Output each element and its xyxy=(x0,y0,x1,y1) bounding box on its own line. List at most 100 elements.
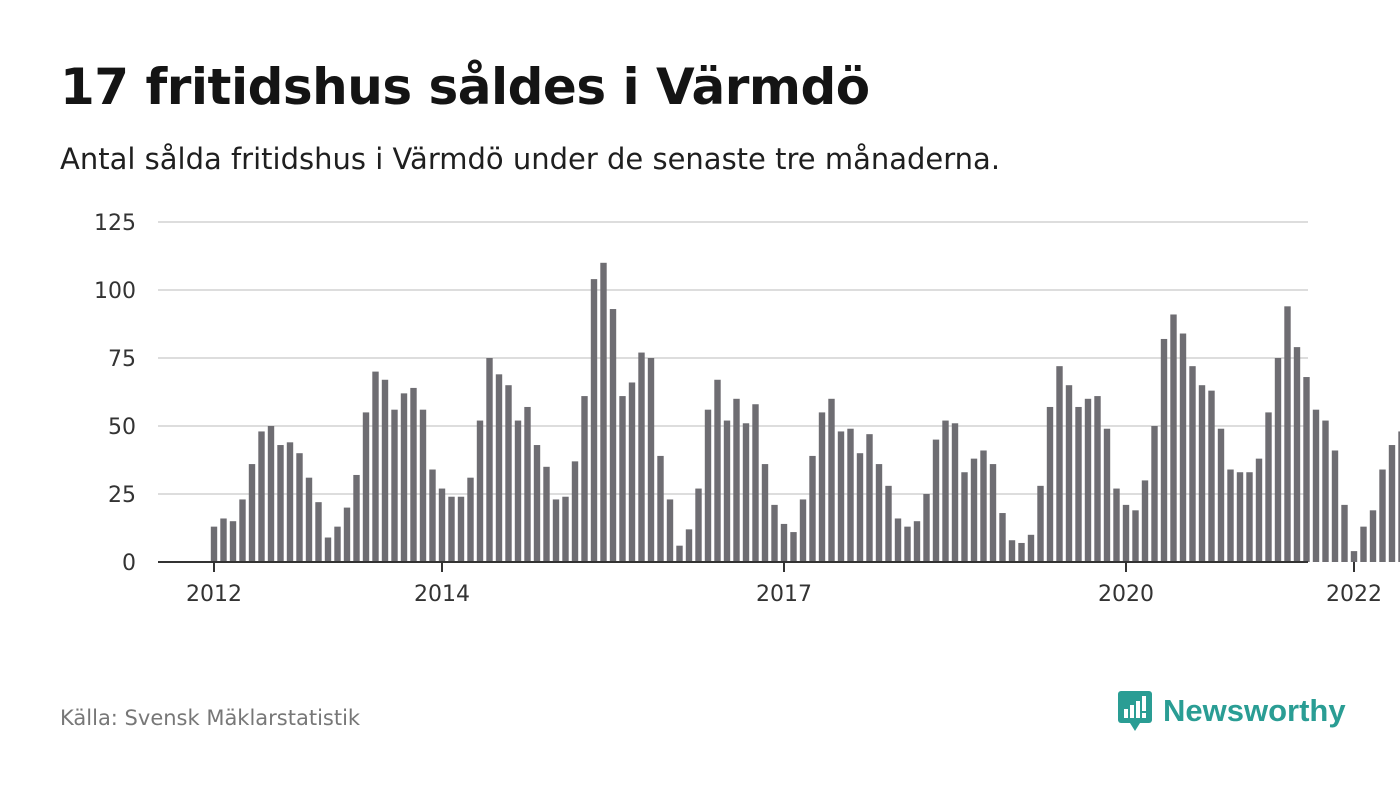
x-tick-label: 2014 xyxy=(414,582,470,607)
bar xyxy=(780,523,788,562)
x-tick-label: 2020 xyxy=(1098,582,1154,607)
bar xyxy=(932,439,940,562)
bar xyxy=(1303,377,1310,562)
bar xyxy=(1189,366,1196,562)
bar xyxy=(1398,431,1400,562)
bar xyxy=(685,529,693,562)
bar xyxy=(970,458,978,562)
bar xyxy=(999,513,1006,562)
bar xyxy=(286,442,294,562)
bar xyxy=(220,518,227,562)
bar xyxy=(771,504,778,562)
bar xyxy=(1056,366,1063,562)
bar xyxy=(1198,385,1206,562)
bar xyxy=(856,453,864,562)
bar xyxy=(305,477,313,562)
bar xyxy=(1113,488,1120,562)
x-tick-label: 2017 xyxy=(756,582,812,607)
bar xyxy=(210,526,218,562)
bar xyxy=(600,262,607,562)
bar xyxy=(1274,358,1282,562)
bar xyxy=(524,406,531,562)
bar xyxy=(1160,338,1168,562)
bar xyxy=(980,450,987,562)
bar xyxy=(429,469,436,562)
bar xyxy=(657,455,664,562)
bar xyxy=(894,518,902,562)
x-tick-label: 2022 xyxy=(1326,582,1382,607)
bar xyxy=(258,431,265,562)
bar xyxy=(581,396,588,562)
bar xyxy=(828,398,835,562)
bar xyxy=(904,526,911,562)
bar xyxy=(248,464,256,562)
bar xyxy=(334,526,341,562)
bar xyxy=(1122,504,1130,562)
bar xyxy=(647,358,655,562)
bar xyxy=(239,499,246,562)
bar xyxy=(885,485,892,562)
bar xyxy=(372,371,379,562)
x-tick-label: 2012 xyxy=(186,582,242,607)
y-tick-label: 100 xyxy=(94,279,136,304)
bar xyxy=(562,496,569,562)
bar xyxy=(1322,420,1329,562)
bar xyxy=(619,396,626,562)
bar xyxy=(571,461,579,562)
bar xyxy=(1008,540,1016,562)
bar xyxy=(505,385,512,562)
bar xyxy=(467,477,474,562)
bar xyxy=(1179,333,1187,562)
bar xyxy=(1065,385,1073,562)
bar xyxy=(391,409,398,562)
bar xyxy=(1094,396,1101,562)
y-tick-label: 75 xyxy=(108,347,136,372)
bar xyxy=(1217,428,1225,562)
bar xyxy=(1265,412,1272,562)
bar xyxy=(913,521,921,562)
bar xyxy=(837,431,845,562)
bar xyxy=(1350,551,1358,562)
bar xyxy=(381,379,389,562)
bar xyxy=(989,464,997,562)
bar xyxy=(495,374,503,562)
brand-logo[interactable]: Newsworthy xyxy=(1117,690,1346,732)
bar xyxy=(923,494,930,562)
bar xyxy=(267,426,275,562)
source-note: Källa: Svensk Mäklarstatistik xyxy=(60,706,361,730)
bar xyxy=(1132,510,1139,562)
y-tick-label: 25 xyxy=(108,483,136,508)
bar xyxy=(1331,450,1339,562)
bar xyxy=(277,445,284,562)
y-tick-label: 50 xyxy=(108,415,136,440)
bar xyxy=(1388,445,1396,562)
bar xyxy=(229,521,237,562)
bar xyxy=(818,412,826,562)
bar xyxy=(733,398,740,562)
bar xyxy=(476,420,484,562)
bar xyxy=(1027,534,1035,562)
bar xyxy=(362,412,370,562)
bar xyxy=(543,466,550,562)
bar xyxy=(1369,510,1377,562)
bar xyxy=(742,423,750,562)
bar xyxy=(961,472,968,562)
bar xyxy=(628,382,636,562)
bar xyxy=(1312,409,1320,562)
bar xyxy=(419,409,427,562)
bar xyxy=(1236,472,1244,562)
brand-name: Newsworthy xyxy=(1163,693,1346,728)
bar xyxy=(353,474,360,562)
bar xyxy=(1293,347,1301,562)
bar xyxy=(761,464,769,562)
bar xyxy=(552,499,560,562)
bar xyxy=(666,499,674,562)
bar xyxy=(1360,526,1367,562)
bar xyxy=(343,507,351,562)
bar xyxy=(875,464,883,562)
bar xyxy=(799,499,807,562)
bar xyxy=(704,409,712,562)
y-tick-label: 125 xyxy=(94,211,136,236)
bar xyxy=(590,279,598,562)
bar xyxy=(486,358,493,562)
